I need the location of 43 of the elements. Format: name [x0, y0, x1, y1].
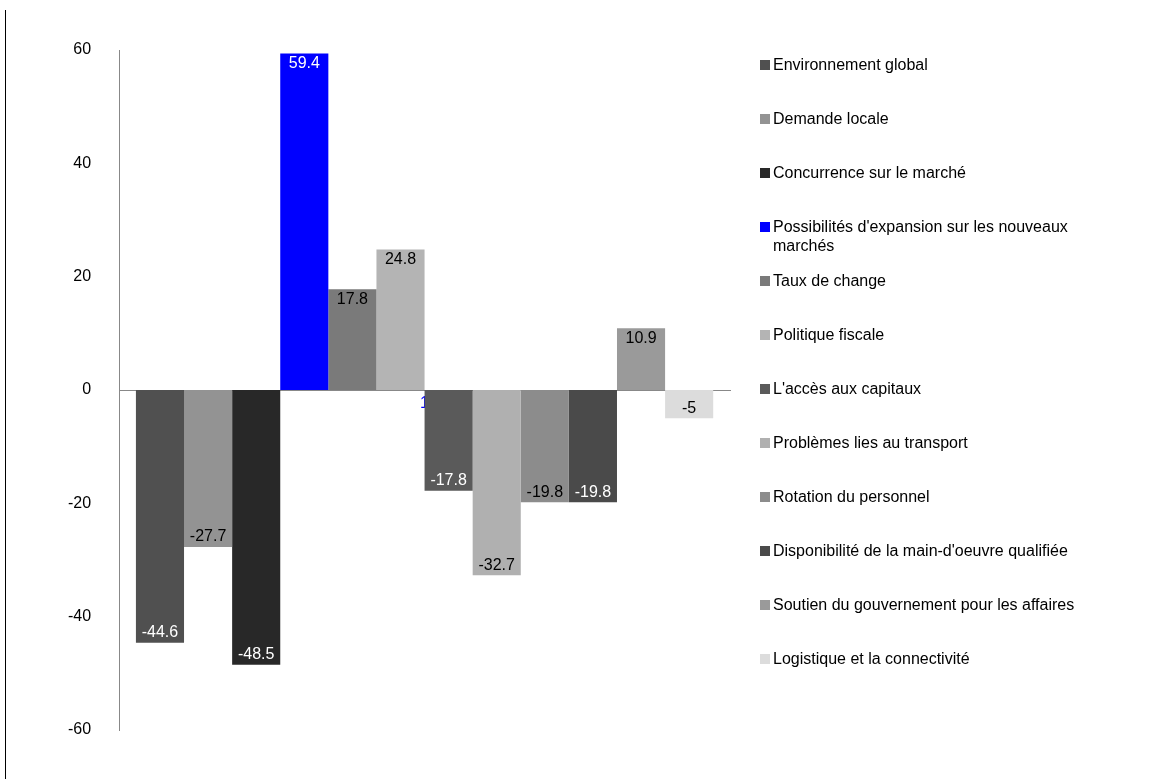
legend-label: Disponibilité de la main-d'oeuvre qualifiée: [773, 541, 1068, 560]
bar: [424, 390, 473, 491]
legend-label: Concurrence sur le marché: [773, 163, 966, 182]
bar: [472, 390, 521, 576]
legend-label: Soutien du gouvernement pour les affaires: [773, 595, 1075, 614]
bar: [568, 390, 617, 503]
data-label: -27.7: [189, 527, 227, 545]
legend-label: Environnement global: [773, 55, 928, 74]
data-label: 24.8: [384, 249, 417, 267]
bar: [520, 390, 569, 503]
legend-label: Rotation du personnel: [773, 487, 930, 506]
data-label: -17.8: [430, 471, 467, 489]
data-label: -48.5: [237, 645, 275, 663]
legend-label: Politique fiscale: [773, 325, 885, 344]
legend-label: Logistique et la connectivité: [773, 649, 970, 668]
data-label: 17.8: [336, 289, 369, 307]
bar: [135, 390, 185, 643]
data-label: -19.8: [526, 482, 564, 500]
data-label: -32.7: [478, 555, 516, 573]
bar: [328, 289, 377, 390]
bar: [665, 390, 714, 419]
y-tick-label: -60: [68, 720, 92, 738]
data-label: 10.9: [625, 328, 657, 346]
data-label: -5: [682, 398, 697, 416]
bar: [616, 328, 666, 390]
bar: [232, 390, 281, 665]
y-tick-label: 40: [73, 153, 92, 171]
legend-label: Taux de change: [773, 271, 886, 290]
y-tick-label: -40: [68, 607, 92, 625]
legend-label: L'accès aux capitaux: [773, 379, 922, 398]
legend-label: Possibilités d'expansion sur les nouveaux marchés: [773, 217, 1069, 255]
bar: [376, 249, 425, 390]
y-tick-label: 0: [82, 380, 92, 398]
data-label: -19.8: [574, 482, 612, 500]
data-label: -44.6: [141, 623, 179, 641]
y-tick-label: -20: [68, 493, 92, 511]
y-tick-label: 20: [73, 267, 92, 285]
legend-label: Problèmes lies au transport: [773, 433, 968, 452]
legend-label: Demande locale: [773, 109, 889, 128]
bar: [184, 390, 233, 547]
data-label: 59.4: [288, 53, 320, 71]
y-tick-label: 60: [73, 40, 92, 58]
bar: [280, 53, 329, 390]
